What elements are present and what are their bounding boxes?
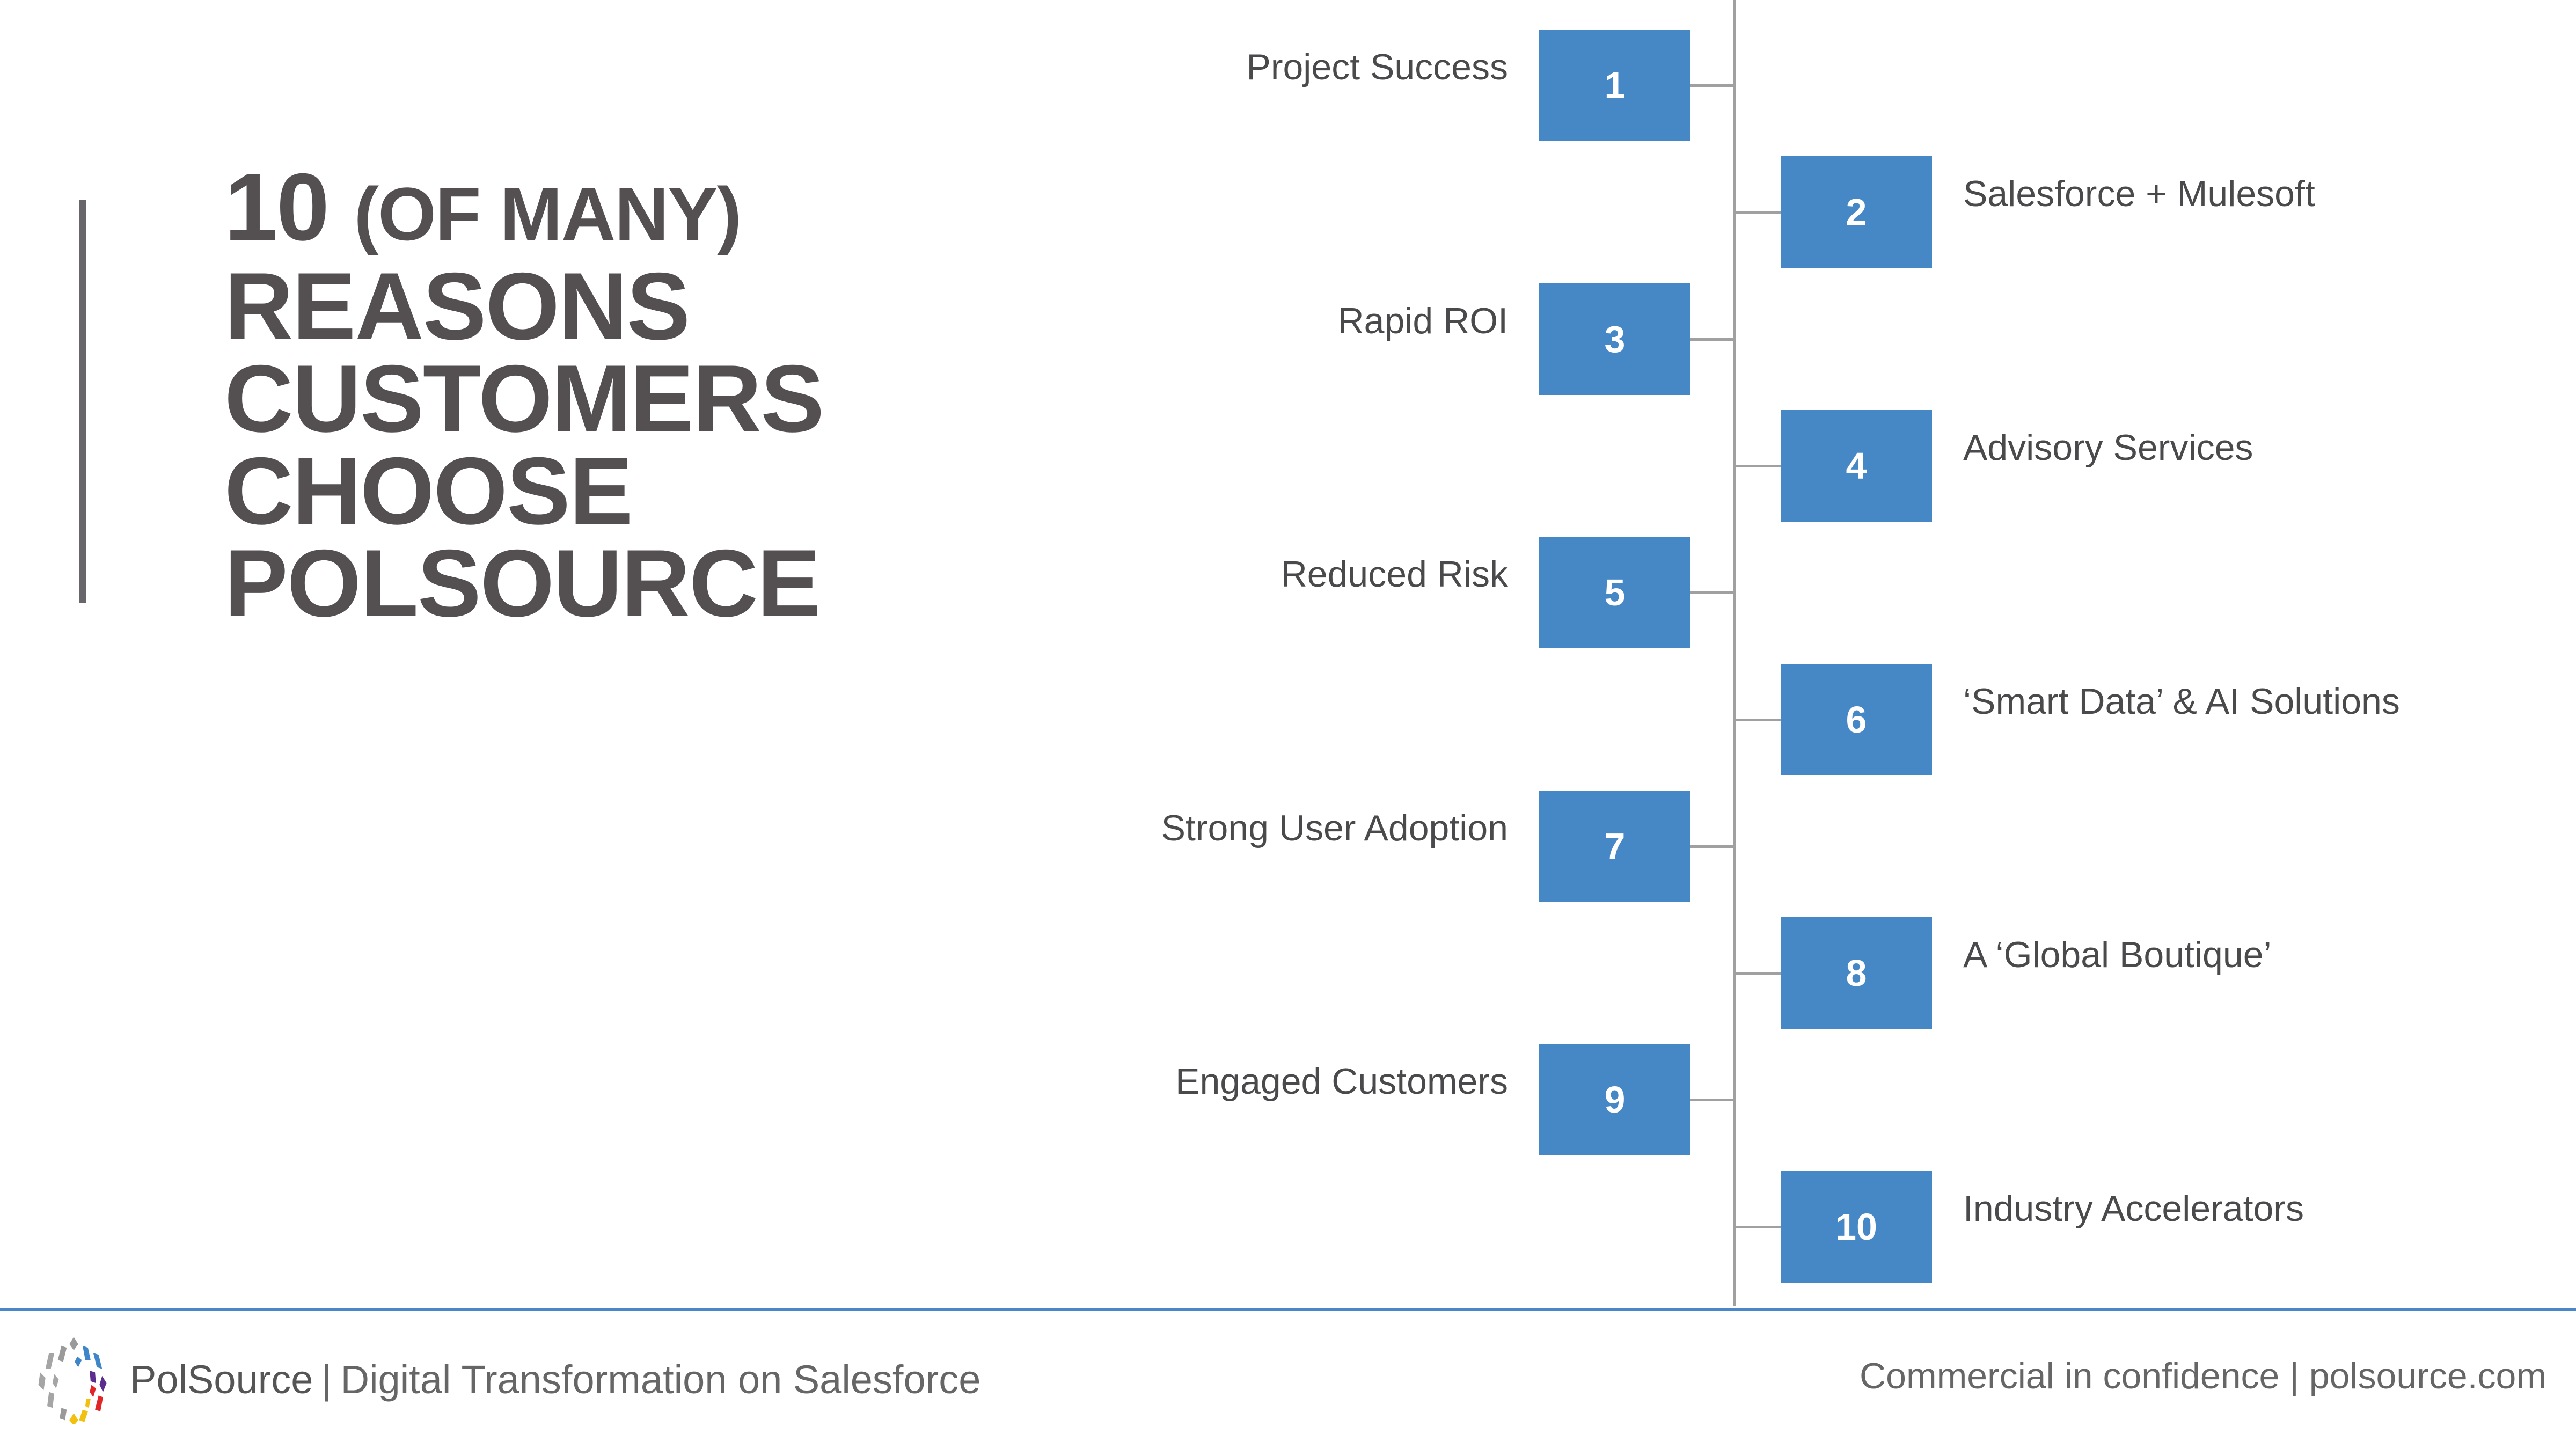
- reason-number-box: 3: [1539, 283, 1690, 395]
- footer-confidentiality: Commercial in confidence | polsource.com: [1860, 1356, 2546, 1396]
- reason-label: Industry Accelerators: [1963, 1188, 2304, 1229]
- reason-connector: [1690, 84, 1735, 87]
- reason-number-box: 6: [1781, 663, 1932, 775]
- footer-divider: [0, 1308, 2576, 1311]
- reason-label: Salesforce + Mulesoft: [1963, 173, 2315, 215]
- reason-number-box: 8: [1781, 917, 1932, 1029]
- footer-brand-name: PolSource: [130, 1357, 313, 1402]
- reason-label: A ‘Global Boutique’: [1963, 934, 2272, 976]
- reason-number-box: 7: [1539, 790, 1690, 902]
- title-line: CHOOSE: [224, 437, 633, 544]
- timeline-axis: [1733, 0, 1736, 1306]
- footer-tagline: Digital Transformation on Salesforce: [340, 1357, 981, 1402]
- reason-number-box: 2: [1781, 156, 1932, 268]
- reason-number-box: 9: [1539, 1044, 1690, 1156]
- reason-connector: [1735, 464, 1781, 467]
- reason-label: Rapid ROI: [1337, 300, 1508, 341]
- reason-number-box: 10: [1781, 1170, 1932, 1283]
- reason-connector: [1690, 845, 1735, 848]
- title-line: CUSTOMERS: [224, 345, 824, 452]
- reason-number-box: 4: [1781, 409, 1932, 522]
- title-line: REASONS: [224, 253, 690, 360]
- reason-number-box: 5: [1539, 537, 1690, 649]
- reason-connector: [1735, 972, 1781, 975]
- reason-label: Advisory Services: [1963, 427, 2253, 468]
- footer-brand: PolSource | Digital Transformation on Sa…: [30, 1335, 980, 1424]
- reason-connector: [1735, 1225, 1781, 1228]
- reason-label: Engaged Customers: [1175, 1061, 1508, 1102]
- reason-label: Reduced Risk: [1280, 554, 1508, 595]
- reason-connector: [1690, 338, 1735, 341]
- title-accent-bar: [79, 200, 86, 603]
- reason-connector: [1690, 591, 1735, 595]
- reason-number-box: 1: [1539, 30, 1690, 141]
- footer-separator: |: [321, 1357, 332, 1402]
- title-qualifier: (OF MANY): [354, 172, 742, 256]
- reason-connector: [1690, 1099, 1735, 1102]
- reason-label: Project Success: [1246, 47, 1508, 87]
- reason-connector: [1735, 211, 1781, 214]
- polsource-logo-icon: [38, 1337, 107, 1424]
- title-line: POLSOURCE: [224, 530, 821, 636]
- title-number: 10: [224, 153, 330, 260]
- reason-label: ‘Smart Data’ & AI Solutions: [1963, 680, 2400, 722]
- reason-label: Strong User Adoption: [1161, 807, 1508, 848]
- reason-connector: [1735, 718, 1781, 721]
- page-title: 10 (OF MANY) REASONS CUSTOMERS CHOOSE PO…: [224, 159, 824, 636]
